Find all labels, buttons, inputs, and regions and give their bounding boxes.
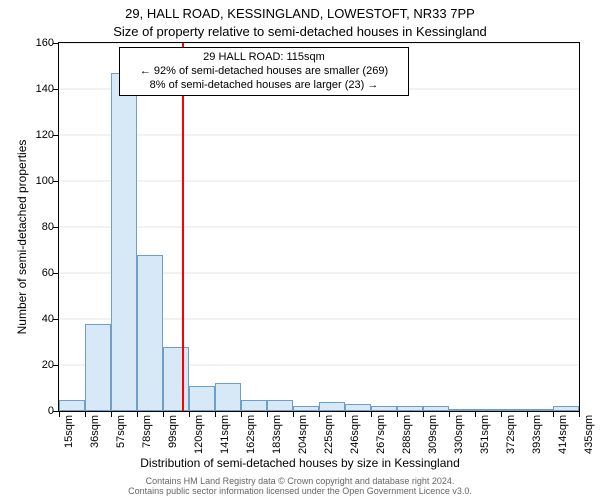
- x-tick-mark: [293, 412, 294, 417]
- attribution-line2: Contains public sector information licen…: [0, 486, 600, 496]
- x-tick-label: 372sqm: [505, 415, 517, 454]
- histogram-bar: [59, 400, 85, 412]
- x-tick-label: 204sqm: [297, 415, 309, 454]
- x-tick-label: 120sqm: [193, 415, 205, 454]
- x-tick-mark: [215, 412, 216, 417]
- histogram-bar: [215, 383, 241, 411]
- y-tick-mark: [53, 411, 58, 412]
- y-tick-mark: [53, 89, 58, 90]
- y-tick-mark: [53, 365, 58, 366]
- y-tick-label: 40: [14, 313, 54, 325]
- x-tick-mark: [163, 412, 164, 417]
- x-tick-label: 393sqm: [531, 415, 543, 454]
- x-tick-mark: [423, 412, 424, 417]
- histogram-bar: [267, 400, 293, 412]
- histogram-bar: [371, 406, 397, 411]
- histogram-bar: [319, 402, 345, 411]
- chart-container: 29, HALL ROAD, KESSINGLAND, LOWESTOFT, N…: [0, 0, 600, 500]
- x-tick-label: 267sqm: [375, 415, 387, 454]
- x-tick-label: 351sqm: [479, 415, 491, 454]
- y-tick-label: 60: [14, 267, 54, 279]
- plot-area: 29 HALL ROAD: 115sqm ← 92% of semi-detac…: [58, 42, 580, 412]
- x-tick-mark: [111, 412, 112, 417]
- y-tick-mark: [53, 135, 58, 136]
- x-tick-mark: [345, 412, 346, 417]
- y-tick-mark: [53, 43, 58, 44]
- y-tick-label: 120: [14, 129, 54, 141]
- x-tick-label: 162sqm: [245, 415, 257, 454]
- chart-title-line1: 29, HALL ROAD, KESSINGLAND, LOWESTOFT, N…: [0, 6, 600, 21]
- histogram-bar: [241, 400, 267, 412]
- x-tick-label: 435sqm: [583, 415, 595, 454]
- x-tick-label: 36sqm: [89, 415, 101, 448]
- x-tick-label: 225sqm: [323, 415, 335, 454]
- x-tick-mark: [267, 412, 268, 417]
- x-tick-label: 78sqm: [141, 415, 153, 448]
- y-tick-label: 100: [14, 175, 54, 187]
- x-tick-mark: [579, 412, 580, 417]
- x-tick-mark: [85, 412, 86, 417]
- x-tick-label: 57sqm: [115, 415, 127, 448]
- y-tick-mark: [53, 227, 58, 228]
- histogram-bar: [527, 409, 553, 411]
- x-tick-mark: [553, 412, 554, 417]
- x-tick-mark: [59, 412, 60, 417]
- x-tick-label: 141sqm: [219, 415, 231, 454]
- x-tick-mark: [449, 412, 450, 417]
- chart-title-line2: Size of property relative to semi-detach…: [0, 24, 600, 39]
- y-tick-mark: [53, 181, 58, 182]
- histogram-bar: [163, 347, 189, 411]
- histogram-bar: [345, 404, 371, 411]
- annotation-line3: 8% of semi-detached houses are larger (2…: [126, 79, 402, 93]
- histogram-bar: [501, 409, 527, 411]
- x-tick-mark: [397, 412, 398, 417]
- x-tick-mark: [189, 412, 190, 417]
- y-tick-label: 0: [14, 405, 54, 417]
- y-tick-mark: [53, 319, 58, 320]
- histogram-bar: [397, 406, 423, 411]
- x-tick-label: 288sqm: [401, 415, 413, 454]
- attribution-line1: Contains HM Land Registry data © Crown c…: [0, 476, 600, 486]
- x-tick-label: 15sqm: [63, 415, 75, 448]
- annotation-line2: ← 92% of semi-detached houses are smalle…: [126, 65, 402, 79]
- reference-line: [182, 43, 184, 411]
- x-tick-mark: [319, 412, 320, 417]
- histogram-bar: [85, 324, 111, 411]
- histogram-bar: [423, 406, 449, 411]
- histogram-bar: [293, 406, 319, 411]
- x-tick-mark: [241, 412, 242, 417]
- histogram-bar: [449, 409, 475, 411]
- histogram-bar: [475, 409, 501, 411]
- histogram-bar: [111, 73, 137, 411]
- x-tick-mark: [527, 412, 528, 417]
- x-tick-label: 99sqm: [167, 415, 179, 448]
- y-tick-label: 160: [14, 37, 54, 49]
- y-tick-mark: [53, 273, 58, 274]
- annotation-line1: 29 HALL ROAD: 115sqm: [126, 51, 402, 65]
- x-tick-mark: [137, 412, 138, 417]
- y-tick-label: 80: [14, 221, 54, 233]
- x-tick-mark: [371, 412, 372, 417]
- x-tick-mark: [501, 412, 502, 417]
- attribution-block: Contains HM Land Registry data © Crown c…: [0, 476, 600, 497]
- x-tick-mark: [475, 412, 476, 417]
- x-axis-label: Distribution of semi-detached houses by …: [0, 456, 600, 470]
- x-tick-label: 414sqm: [557, 415, 569, 454]
- annotation-box: 29 HALL ROAD: 115sqm ← 92% of semi-detac…: [119, 47, 409, 96]
- x-tick-label: 309sqm: [427, 415, 439, 454]
- histogram-bar: [189, 386, 215, 411]
- y-tick-label: 20: [14, 359, 54, 371]
- x-tick-label: 246sqm: [349, 415, 361, 454]
- y-tick-label: 140: [14, 83, 54, 95]
- x-tick-label: 330sqm: [453, 415, 465, 454]
- histogram-bar: [553, 406, 579, 411]
- x-tick-label: 183sqm: [271, 415, 283, 454]
- histogram-bar: [137, 255, 163, 411]
